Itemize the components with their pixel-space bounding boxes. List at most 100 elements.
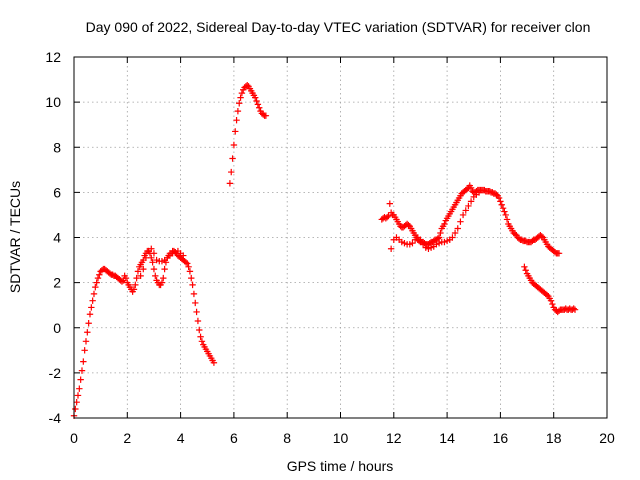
data-point: [543, 291, 551, 299]
data-point: [501, 208, 508, 215]
data-point: [149, 259, 156, 266]
data-point: [198, 338, 206, 345]
data-point: [94, 274, 102, 282]
data-point: [196, 326, 203, 334]
data-point: [467, 184, 475, 192]
y-tick-label: -4: [49, 410, 62, 426]
data-point: [185, 263, 192, 271]
data-point: [511, 230, 519, 238]
x-tick-label: 0: [70, 430, 78, 446]
data-point: [134, 268, 142, 275]
data-point: [383, 213, 391, 221]
data-point: [454, 225, 461, 232]
y-tick-label: 12: [45, 49, 61, 65]
data-point: [465, 202, 472, 210]
data-point: [89, 297, 96, 304]
data-point: [137, 272, 144, 280]
data-point: [555, 250, 563, 257]
x-tick-label: 6: [230, 430, 238, 446]
data-point: [502, 211, 509, 219]
data-point: [193, 308, 200, 316]
data-point: [387, 245, 395, 252]
data-point: [549, 300, 556, 308]
data-point: [194, 317, 202, 325]
x-axis-label: GPS time / hours: [287, 458, 394, 474]
data-point: [118, 278, 126, 285]
data-point: [93, 279, 100, 286]
data-point: [88, 304, 95, 311]
grid: [74, 57, 607, 418]
data-point: [228, 168, 235, 176]
data-point: [229, 155, 236, 162]
data-point: [547, 297, 555, 304]
y-axis-label: SDTVAR / TECUs: [7, 181, 23, 293]
tick-labels: 0 2 4 6 8 10 12 14 16 18 20 -4 -2 0 2 4 6 8 10 12: [45, 49, 615, 446]
data-point: [188, 274, 195, 282]
data-point: [571, 306, 579, 313]
x-tick-label: 16: [493, 430, 509, 446]
data-point: [254, 101, 262, 108]
x-tick-label: 20: [599, 430, 615, 446]
chart-title: Day 090 of 2022, Sidereal Day-to-day VTE…: [86, 19, 591, 35]
data-point: [152, 272, 159, 280]
data-point: [449, 234, 456, 241]
data-point: [252, 94, 259, 101]
data-point: [495, 194, 503, 202]
data-point: [521, 263, 528, 271]
data-point: [434, 235, 441, 242]
x-tick-label: 2: [123, 430, 131, 446]
data-point: [132, 281, 139, 289]
data-point: [184, 260, 191, 267]
data-point: [503, 216, 511, 223]
data-point: [475, 189, 483, 196]
data-point: [182, 259, 190, 266]
x-tick-label: 12: [386, 430, 402, 446]
data-point: [405, 221, 412, 229]
data-point: [77, 376, 84, 383]
data-point: [92, 283, 99, 291]
data-point: [499, 204, 507, 212]
data-point: [253, 97, 260, 105]
data-point: [493, 191, 500, 198]
data-point: [150, 250, 158, 257]
data-point: [130, 286, 138, 293]
data-point: [72, 405, 79, 413]
data-point: [226, 180, 234, 187]
data-point: [161, 265, 168, 273]
data-point: [459, 211, 467, 219]
data-point: [84, 329, 91, 336]
data-point: [234, 107, 242, 115]
data-point: [190, 290, 198, 298]
data-point: [441, 220, 448, 228]
data-point: [180, 252, 187, 259]
data-point: [538, 233, 545, 240]
data-point: [142, 254, 150, 262]
data-point: [237, 94, 244, 101]
data-point: [73, 399, 80, 406]
data-point: [409, 239, 416, 247]
data-point: [230, 141, 238, 149]
data-point: [256, 104, 263, 111]
data-point: [570, 305, 577, 312]
data-points: [70, 82, 579, 419]
data-point: [86, 311, 94, 318]
x-tick-label: 14: [439, 430, 455, 446]
data-point: [158, 279, 166, 286]
y-tick-label: 0: [53, 320, 61, 336]
data-point: [232, 128, 239, 135]
x-tick-label: 18: [546, 430, 562, 446]
data-point: [435, 234, 443, 241]
x-tick-label: 4: [177, 430, 185, 446]
data-point: [419, 241, 427, 248]
data-point: [210, 359, 218, 366]
data-point: [497, 198, 504, 205]
y-tick-label: 8: [53, 139, 61, 155]
x-tick-label: 8: [283, 430, 291, 446]
data-point: [81, 347, 88, 354]
data-point: [140, 265, 147, 273]
y-tick-label: 6: [53, 184, 61, 200]
y-tick-label: -2: [49, 365, 62, 381]
data-point: [437, 229, 444, 237]
data-point: [85, 320, 92, 327]
